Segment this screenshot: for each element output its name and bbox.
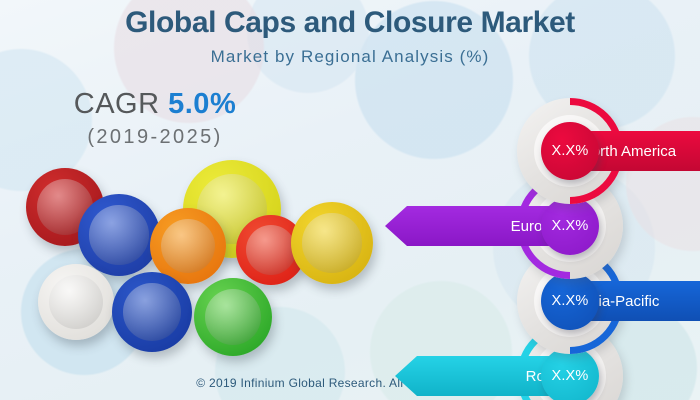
region-label: North America bbox=[581, 142, 677, 160]
orange-cap bbox=[150, 208, 226, 284]
cagr-block: CAGR 5.0% (2019-2025) bbox=[30, 88, 280, 149]
regional-analysis-chart: North America X.X% Europe X.X% Asia-Pacific X… bbox=[396, 58, 696, 400]
green-cap bbox=[194, 278, 272, 356]
region-value: X.X% bbox=[551, 368, 589, 384]
white-cap bbox=[38, 264, 114, 340]
yellow-open-cap bbox=[291, 202, 373, 284]
region-value-badge[interactable]: X.X% bbox=[541, 347, 599, 400]
region-label: Asia-Pacific bbox=[581, 292, 660, 310]
region-value: X.X% bbox=[551, 218, 589, 234]
blue-cap bbox=[78, 194, 160, 276]
region-value-badge[interactable]: X.X% bbox=[541, 122, 599, 180]
cagr-period: (2019-2025) bbox=[87, 126, 223, 148]
cagr-value: 5.0% bbox=[168, 88, 237, 120]
cagr-label: CAGR bbox=[73, 88, 160, 120]
blue-cap-front bbox=[112, 272, 192, 352]
region-value-badge[interactable]: X.X% bbox=[541, 272, 599, 330]
cagr-line: CAGR 5.0% bbox=[30, 88, 280, 121]
region-value: X.X% bbox=[551, 293, 589, 309]
region-value-badge[interactable]: X.X% bbox=[541, 197, 599, 255]
page-subtitle: Market by Regional Analysis (%) bbox=[210, 47, 490, 66]
page-title: Global Caps and Closure Market bbox=[125, 6, 575, 39]
bottle-caps-photo bbox=[8, 160, 388, 370]
region-value: X.X% bbox=[551, 143, 589, 159]
